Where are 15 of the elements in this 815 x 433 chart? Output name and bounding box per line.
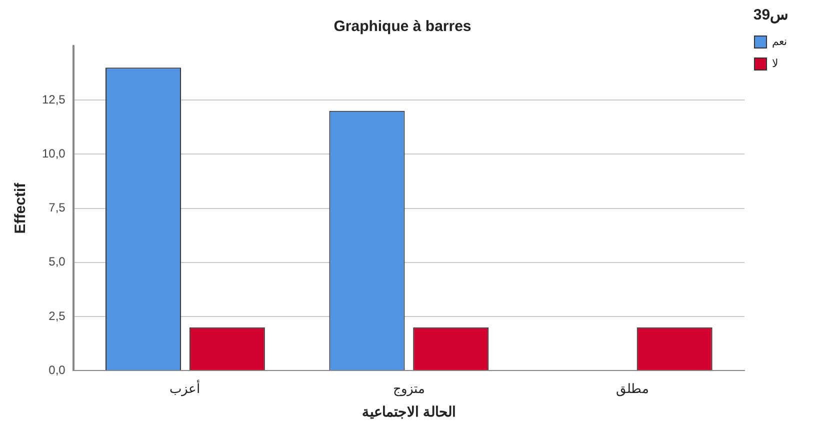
y-tick-label: 12,5 [42, 92, 66, 106]
y-tick-label: 10,0 [42, 146, 66, 161]
y-tick-label: 7,5 [48, 200, 66, 215]
chart-title: Graphique à barres [334, 18, 472, 36]
y-axis-title: Effectif [12, 182, 30, 234]
x-tick-label: مطلق [616, 380, 650, 397]
x-tick-label: أعزب [170, 380, 201, 397]
x-tick-label: متزوج [392, 380, 425, 397]
legend-label: نعم [772, 36, 787, 48]
legend-title: س39 [753, 6, 788, 24]
y-tick-label: 2,5 [48, 308, 66, 323]
y-tick-label: 5,0 [48, 254, 66, 269]
x-axis-title: الحالة الاجتماعية [362, 403, 456, 420]
y-tick-label: 0,0 [48, 362, 66, 377]
legend-label: لا [772, 58, 778, 70]
